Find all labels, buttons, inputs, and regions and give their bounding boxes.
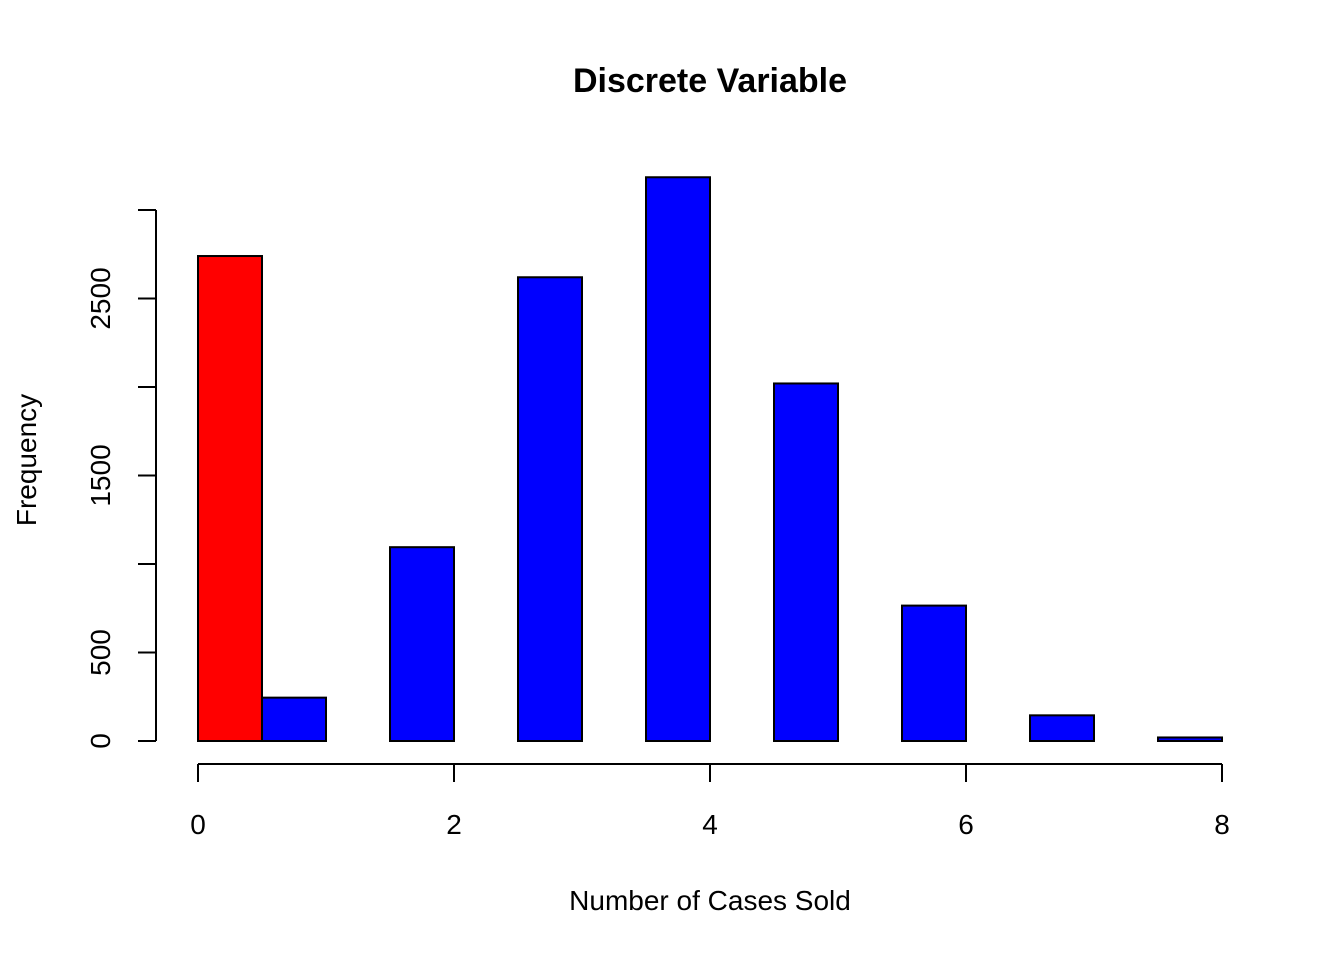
bars-group bbox=[197, 176, 1223, 743]
y-tick-label-1: 500 bbox=[85, 629, 116, 676]
y-tick-label-5: 2500 bbox=[85, 267, 116, 329]
bar-0 bbox=[197, 255, 263, 742]
y-axis-label: Frequency bbox=[11, 394, 42, 526]
bar-3 bbox=[517, 276, 583, 742]
bar-2 bbox=[389, 546, 455, 742]
y-tick-label-0: 0 bbox=[85, 733, 116, 749]
bar-8 bbox=[1157, 736, 1223, 743]
bar-1 bbox=[261, 696, 327, 743]
x-tick-label-1: 2 bbox=[446, 809, 462, 840]
y-axis: 0 500 1500 2500 bbox=[85, 209, 157, 749]
x-tick-label-2: 4 bbox=[702, 809, 718, 840]
x-tick-label-3: 6 bbox=[958, 809, 974, 840]
x-axis: 0 2 4 6 8 bbox=[190, 763, 1230, 840]
bar-6 bbox=[901, 604, 967, 742]
bar-7 bbox=[1029, 714, 1095, 743]
x-tick-label-0: 0 bbox=[190, 809, 206, 840]
x-axis-label: Number of Cases Sold bbox=[569, 885, 851, 916]
y-tick-label-3: 1500 bbox=[85, 444, 116, 506]
x-tick-label-4: 8 bbox=[1214, 809, 1230, 840]
bar-4 bbox=[645, 176, 711, 742]
chart-title: Discrete Variable bbox=[573, 62, 847, 100]
bar-5 bbox=[773, 382, 839, 742]
